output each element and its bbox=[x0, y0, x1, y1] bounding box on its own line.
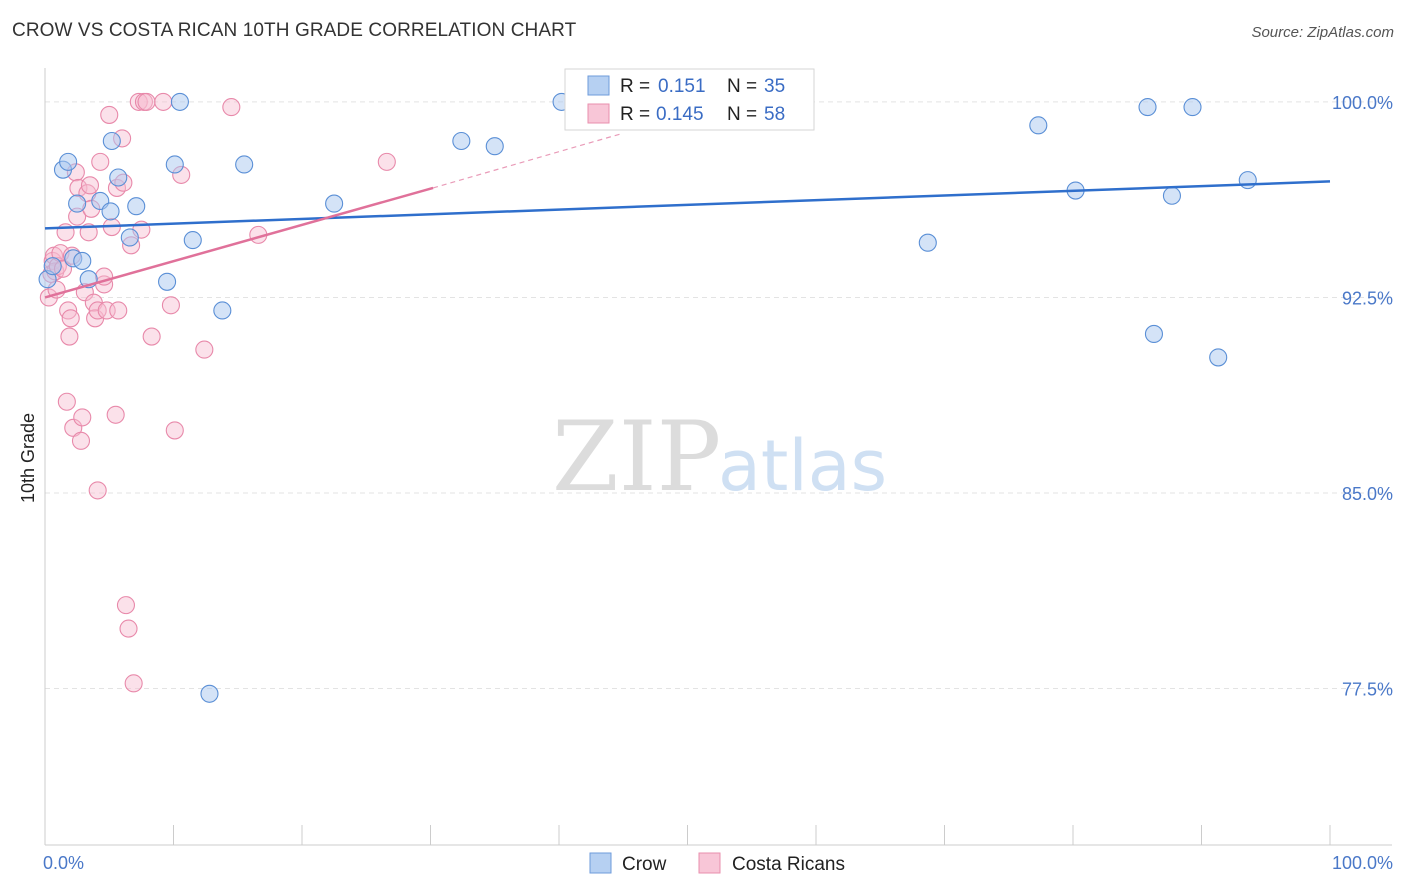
watermark-atlas: atlas bbox=[718, 425, 887, 507]
point-crow bbox=[1209, 348, 1228, 367]
axes bbox=[44, 68, 1392, 846]
legend-crow-n-value: 35 bbox=[764, 76, 785, 97]
point-crow bbox=[68, 194, 87, 213]
point-crow bbox=[1029, 116, 1048, 135]
point-costa-ricans bbox=[91, 152, 110, 171]
trend-line-costa-ricans-extension bbox=[432, 132, 624, 189]
point-crow bbox=[485, 137, 504, 156]
legend-cr-swatch bbox=[587, 103, 610, 124]
x-tick-label: 0.0% bbox=[43, 853, 84, 873]
gridlines bbox=[45, 101, 1392, 690]
point-crow bbox=[170, 92, 189, 111]
point-costa-ricans bbox=[142, 327, 161, 346]
point-crow bbox=[213, 301, 232, 320]
point-costa-ricans bbox=[137, 92, 156, 111]
point-crow bbox=[235, 155, 254, 174]
point-costa-ricans bbox=[60, 327, 79, 346]
legend-stats: R = 0.151 N = 35 R = 0.145 N = 58 bbox=[564, 68, 815, 131]
point-crow bbox=[109, 168, 128, 187]
legend-crow-r-label: R = bbox=[620, 76, 650, 97]
point-costa-ricans bbox=[88, 481, 107, 500]
legend-cr-n-value: 58 bbox=[764, 104, 785, 125]
point-crow bbox=[1183, 98, 1202, 117]
x-tick-labels: 0.0% 100.0% bbox=[43, 853, 1393, 873]
point-crow bbox=[183, 231, 202, 250]
point-crow bbox=[325, 194, 344, 213]
point-crow bbox=[1144, 324, 1164, 344]
y-tick-label: 100.0% bbox=[1332, 93, 1393, 113]
legend-crow-swatch bbox=[587, 75, 610, 96]
trend-line-costa-ricans bbox=[44, 186, 434, 299]
point-costa-ricans bbox=[61, 309, 80, 328]
point-crow bbox=[102, 131, 121, 151]
point-costa-ricans bbox=[100, 105, 119, 124]
y-tick-label: 77.5% bbox=[1342, 680, 1393, 700]
point-crow bbox=[1238, 171, 1257, 190]
trend-line-crow bbox=[44, 180, 1331, 230]
series-crow-points bbox=[38, 92, 1257, 703]
point-crow bbox=[200, 684, 219, 703]
point-crow bbox=[1138, 98, 1157, 117]
point-costa-ricans bbox=[71, 431, 91, 450]
point-costa-ricans bbox=[106, 405, 125, 424]
legend-bottom-cr-swatch bbox=[698, 852, 721, 874]
y-tick-label: 85.0% bbox=[1342, 484, 1393, 504]
point-costa-ricans bbox=[109, 301, 128, 320]
point-costa-ricans bbox=[161, 296, 180, 315]
point-costa-ricans bbox=[195, 340, 214, 359]
series-costa-ricans-points bbox=[39, 92, 396, 693]
point-crow bbox=[1162, 186, 1181, 205]
point-costa-ricans bbox=[80, 176, 100, 195]
point-costa-ricans bbox=[154, 92, 173, 111]
legend-bottom-crow-swatch bbox=[589, 852, 612, 874]
point-costa-ricans bbox=[165, 421, 184, 440]
point-costa-ricans bbox=[116, 596, 136, 615]
legend-cr-r-value: 0.145 bbox=[656, 104, 704, 125]
point-costa-ricans bbox=[73, 408, 92, 427]
point-costa-ricans bbox=[222, 98, 241, 117]
y-tick-label: 92.5% bbox=[1342, 288, 1393, 308]
trend-lines bbox=[44, 132, 1331, 299]
point-costa-ricans bbox=[124, 674, 143, 693]
point-costa-ricans bbox=[57, 392, 76, 411]
y-axis-label: 10th Grade bbox=[18, 413, 38, 503]
point-crow bbox=[127, 197, 146, 216]
point-crow bbox=[73, 251, 92, 270]
point-crow bbox=[59, 152, 78, 171]
legend-bottom-crow-label: Crow bbox=[622, 854, 667, 875]
legend-bottom-cr-label: Costa Ricans bbox=[732, 854, 845, 875]
point-costa-ricans bbox=[377, 152, 396, 171]
point-crow bbox=[452, 131, 471, 151]
point-crow bbox=[158, 272, 177, 291]
legend-series: Crow Costa Ricans bbox=[589, 852, 845, 875]
watermark: ZIP atlas bbox=[552, 401, 887, 513]
chart-title: CROW VS COSTA RICAN 10TH GRADE CORRELATI… bbox=[12, 20, 577, 41]
legend-cr-n-label: N = bbox=[727, 104, 757, 125]
y-tick-labels: 100.0% 92.5% 85.0% 77.5% bbox=[1332, 93, 1393, 700]
point-costa-ricans bbox=[119, 619, 138, 638]
legend-cr-r-label: R = bbox=[620, 104, 650, 125]
source-label: Source: ZipAtlas.com bbox=[1251, 24, 1394, 41]
legend-crow-r-value: 0.151 bbox=[658, 76, 706, 97]
point-crow bbox=[43, 257, 62, 276]
point-crow bbox=[165, 155, 184, 174]
point-crow bbox=[120, 228, 139, 247]
x-tick-label: 100.0% bbox=[1332, 853, 1393, 873]
point-crow bbox=[918, 233, 937, 252]
legend-crow-n-label: N = bbox=[727, 76, 757, 97]
point-costa-ricans bbox=[129, 92, 148, 111]
watermark-zip: ZIP bbox=[552, 401, 721, 513]
point-crow bbox=[101, 202, 120, 221]
